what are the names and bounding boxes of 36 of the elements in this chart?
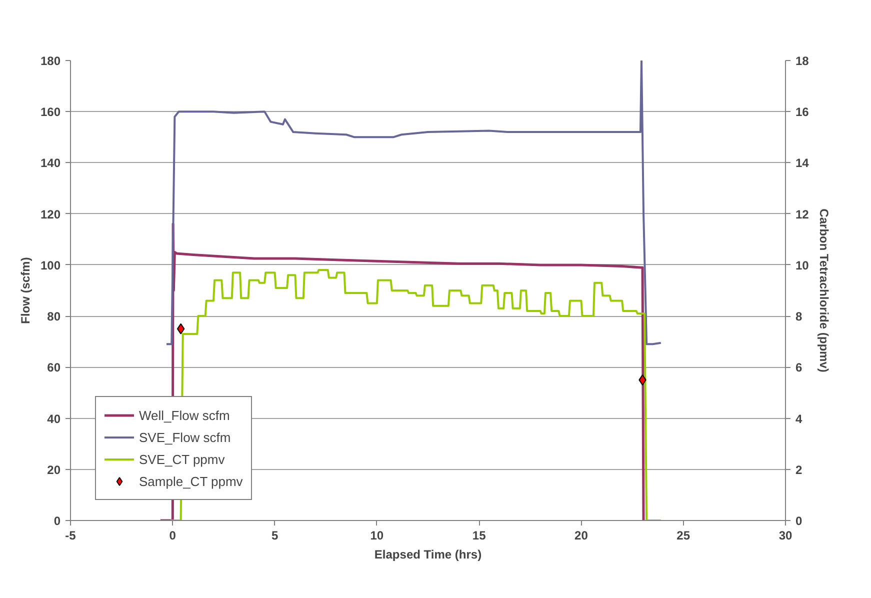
y2-axis-title: Carbon Tetrachloride (ppmv) xyxy=(816,208,831,372)
y-tick-label: 140 xyxy=(40,156,61,170)
y2-tick-label: 6 xyxy=(796,360,802,375)
y2-tick-label: 16 xyxy=(796,105,810,120)
x-axis-title: Elapsed Time (hrs) xyxy=(374,548,482,562)
y-tick-label: 80 xyxy=(47,310,61,324)
x-tick-label: 30 xyxy=(778,528,792,542)
y2-tick-label: 10 xyxy=(796,258,810,272)
y2-tick-label: 12 xyxy=(796,207,810,222)
x-tick-label: -5 xyxy=(65,528,76,542)
y-tick-label: 20 xyxy=(47,462,61,477)
y-tick-label: 60 xyxy=(47,360,61,375)
y2-tick-label: 2 xyxy=(796,462,802,477)
y2-tick-label: 0 xyxy=(796,514,802,528)
x-tick-label: 5 xyxy=(271,528,278,542)
x-tick-label: 25 xyxy=(676,528,690,542)
legend-label: Sample_CT ppmv xyxy=(139,474,243,488)
y-tick-label: 100 xyxy=(40,258,61,272)
x-tick-label: 20 xyxy=(574,528,588,542)
y-axis-title: Flow (scfm) xyxy=(18,257,32,324)
y2-tick-label: 4 xyxy=(796,412,802,426)
x-tick-label: 15 xyxy=(472,528,486,542)
y2-tick-label: 8 xyxy=(796,310,802,324)
legend-label: SVE_CT ppmv xyxy=(139,452,225,466)
y-tick-label: 0 xyxy=(54,514,61,528)
x-tick-label: 0 xyxy=(169,528,176,542)
y2-tick-label: 14 xyxy=(796,156,810,170)
x-tick-label: 10 xyxy=(370,528,384,542)
legend-label: Well_Flow scfm xyxy=(139,408,230,422)
y-tick-label: 160 xyxy=(40,105,61,120)
y2-tick-label: 18 xyxy=(796,54,810,68)
y-tick-label: 40 xyxy=(47,412,61,426)
y-tick-label: 180 xyxy=(40,54,61,68)
y-tick-label: 120 xyxy=(40,207,61,222)
line-series xyxy=(166,60,662,346)
legend-label: SVE_Flow scfm xyxy=(139,430,231,444)
